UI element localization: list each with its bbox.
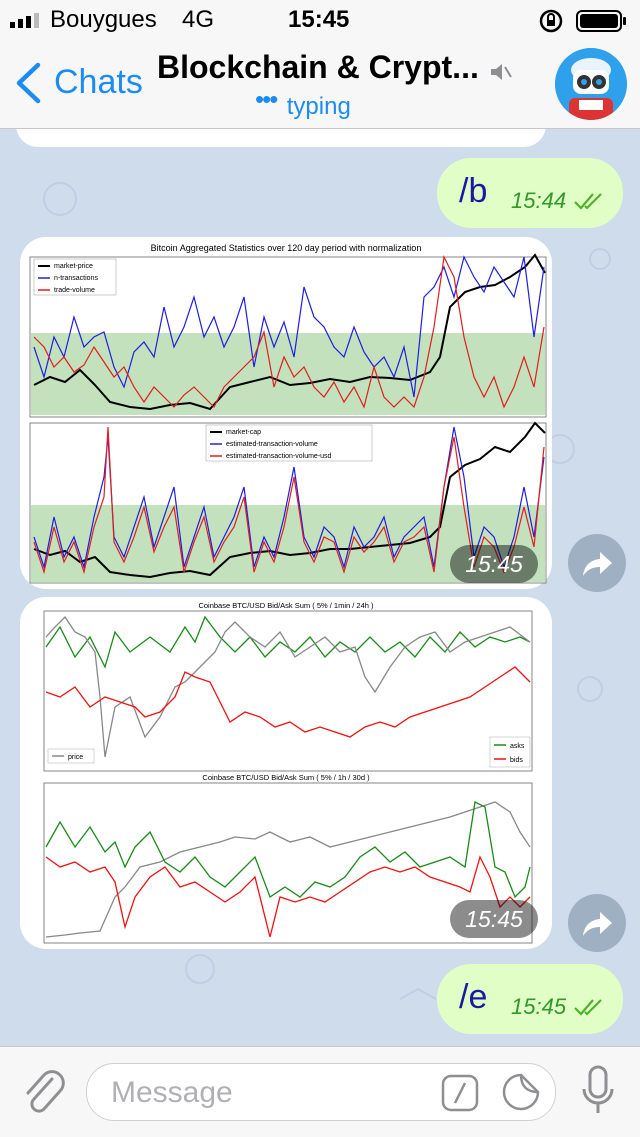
attach-icon[interactable] xyxy=(20,1067,66,1117)
upper-panel: market-price n-transactions trade-volume xyxy=(29,253,547,418)
chart-title: Bitcoin Aggregated Statistics over 120 d… xyxy=(151,243,422,253)
legend-n-transactions: n-transactions xyxy=(54,275,98,282)
rotation-lock-icon xyxy=(539,9,563,33)
signal-icon xyxy=(10,13,39,28)
chart-title-30d: Coinbase BTC/USD Bid/Ask Sum ( 5% / 1h /… xyxy=(202,773,370,782)
legend-market-price: market-price xyxy=(54,263,93,270)
legend-top: market-price n-transactions trade-volume xyxy=(33,258,117,296)
share-arrow-icon xyxy=(583,552,612,576)
sticker-icon[interactable] xyxy=(501,1072,541,1112)
network-label: 4G xyxy=(182,6,215,33)
microphone-icon[interactable] xyxy=(580,1065,616,1119)
legend-price-box: price xyxy=(47,748,95,764)
outgoing-message[interactable]: /b 15:44 xyxy=(437,158,623,228)
series-bids-30d xyxy=(45,855,531,938)
back-button[interactable]: Chats xyxy=(12,58,152,108)
message-placeholder: Message xyxy=(111,1076,233,1109)
message-text: /b xyxy=(459,172,488,210)
outgoing-message[interactable]: /e 15:45 xyxy=(437,964,623,1034)
share-arrow-icon xyxy=(583,912,612,936)
chat-header: Chats Blockchain & Crypt... ••• typing xyxy=(0,40,640,129)
double-check-icon xyxy=(574,193,602,210)
legend-trade-volume: trade-volume xyxy=(54,287,95,294)
series-estimated-transaction-volume-usd xyxy=(33,426,545,575)
lower-panel: market-cap estimated-transaction-volume … xyxy=(29,421,547,584)
clock: 15:45 xyxy=(288,6,350,33)
series-price-24h xyxy=(45,615,531,758)
forward-button[interactable] xyxy=(568,894,626,952)
chat-title[interactable]: Blockchain & Crypt... xyxy=(157,49,479,85)
typing-label: typing xyxy=(286,93,351,120)
series-asks-30d xyxy=(45,801,531,899)
chart-title-24h: Coinbase BTC/USD Bid/Ask Sum ( 5% / 1min… xyxy=(198,601,374,610)
legend-bids: bids xyxy=(510,757,523,764)
battery-icon xyxy=(576,10,626,32)
typing-dots-icon: ••• xyxy=(255,84,278,114)
image-message-stats[interactable]: Bitcoin Aggregated Statistics over 120 d… xyxy=(20,237,552,589)
slash-commands-icon[interactable] xyxy=(441,1074,479,1112)
typing-indicator: ••• typing xyxy=(255,84,351,121)
previous-image-bubble[interactable] xyxy=(16,129,546,147)
previous-chart-fragment xyxy=(16,129,546,147)
legend-asks: asks xyxy=(510,743,525,750)
legend-market-cap: market-cap xyxy=(226,429,261,436)
aggregated-stats-chart: Bitcoin Aggregated Statistics over 120 d… xyxy=(29,243,547,584)
back-label: Chats xyxy=(54,63,143,101)
robot-avatar-icon xyxy=(555,48,627,120)
message-time: 15:44 xyxy=(511,188,567,213)
input-bar: Message xyxy=(0,1046,640,1137)
series-n-transactions xyxy=(33,255,545,398)
series-bids-24h xyxy=(45,666,531,738)
message-time: 15:45 xyxy=(511,994,567,1019)
chevron-left-icon xyxy=(16,62,41,104)
image-time: 15:45 xyxy=(450,545,538,583)
carrier-label: Bouygues xyxy=(50,6,157,33)
series-trade-volume xyxy=(33,255,545,409)
legend-bottom: market-cap estimated-transaction-volume … xyxy=(205,424,373,462)
image-time: 15:45 xyxy=(450,900,538,938)
series-asks-24h xyxy=(45,615,531,669)
avatar[interactable] xyxy=(555,48,627,120)
double-check-icon xyxy=(574,999,602,1016)
legend-estimated-transaction-volume: estimated-transaction-volume xyxy=(226,441,318,448)
message-text: /e xyxy=(459,978,488,1016)
muted-icon xyxy=(491,64,512,80)
series-price-30d xyxy=(45,801,531,938)
legend-price: price xyxy=(68,754,83,761)
message-list[interactable]: /b 15:44 Bitcoin Aggregated Statistics o… xyxy=(0,129,640,1046)
message-input[interactable]: Message xyxy=(86,1063,556,1121)
forward-button[interactable] xyxy=(568,534,626,592)
bid-ask-chart: Coinbase BTC/USD Bid/Ask Sum ( 5% / 1min… xyxy=(43,601,533,944)
image-message-bidask[interactable]: Coinbase BTC/USD Bid/Ask Sum ( 5% / 1min… xyxy=(20,597,552,949)
status-bar: Bouygues 4G 15:45 xyxy=(0,0,640,40)
legend-estimated-transaction-volume-usd: estimated-transaction-volume-usd xyxy=(226,453,332,460)
legend-asks-bids-box: asks bids xyxy=(489,736,531,768)
